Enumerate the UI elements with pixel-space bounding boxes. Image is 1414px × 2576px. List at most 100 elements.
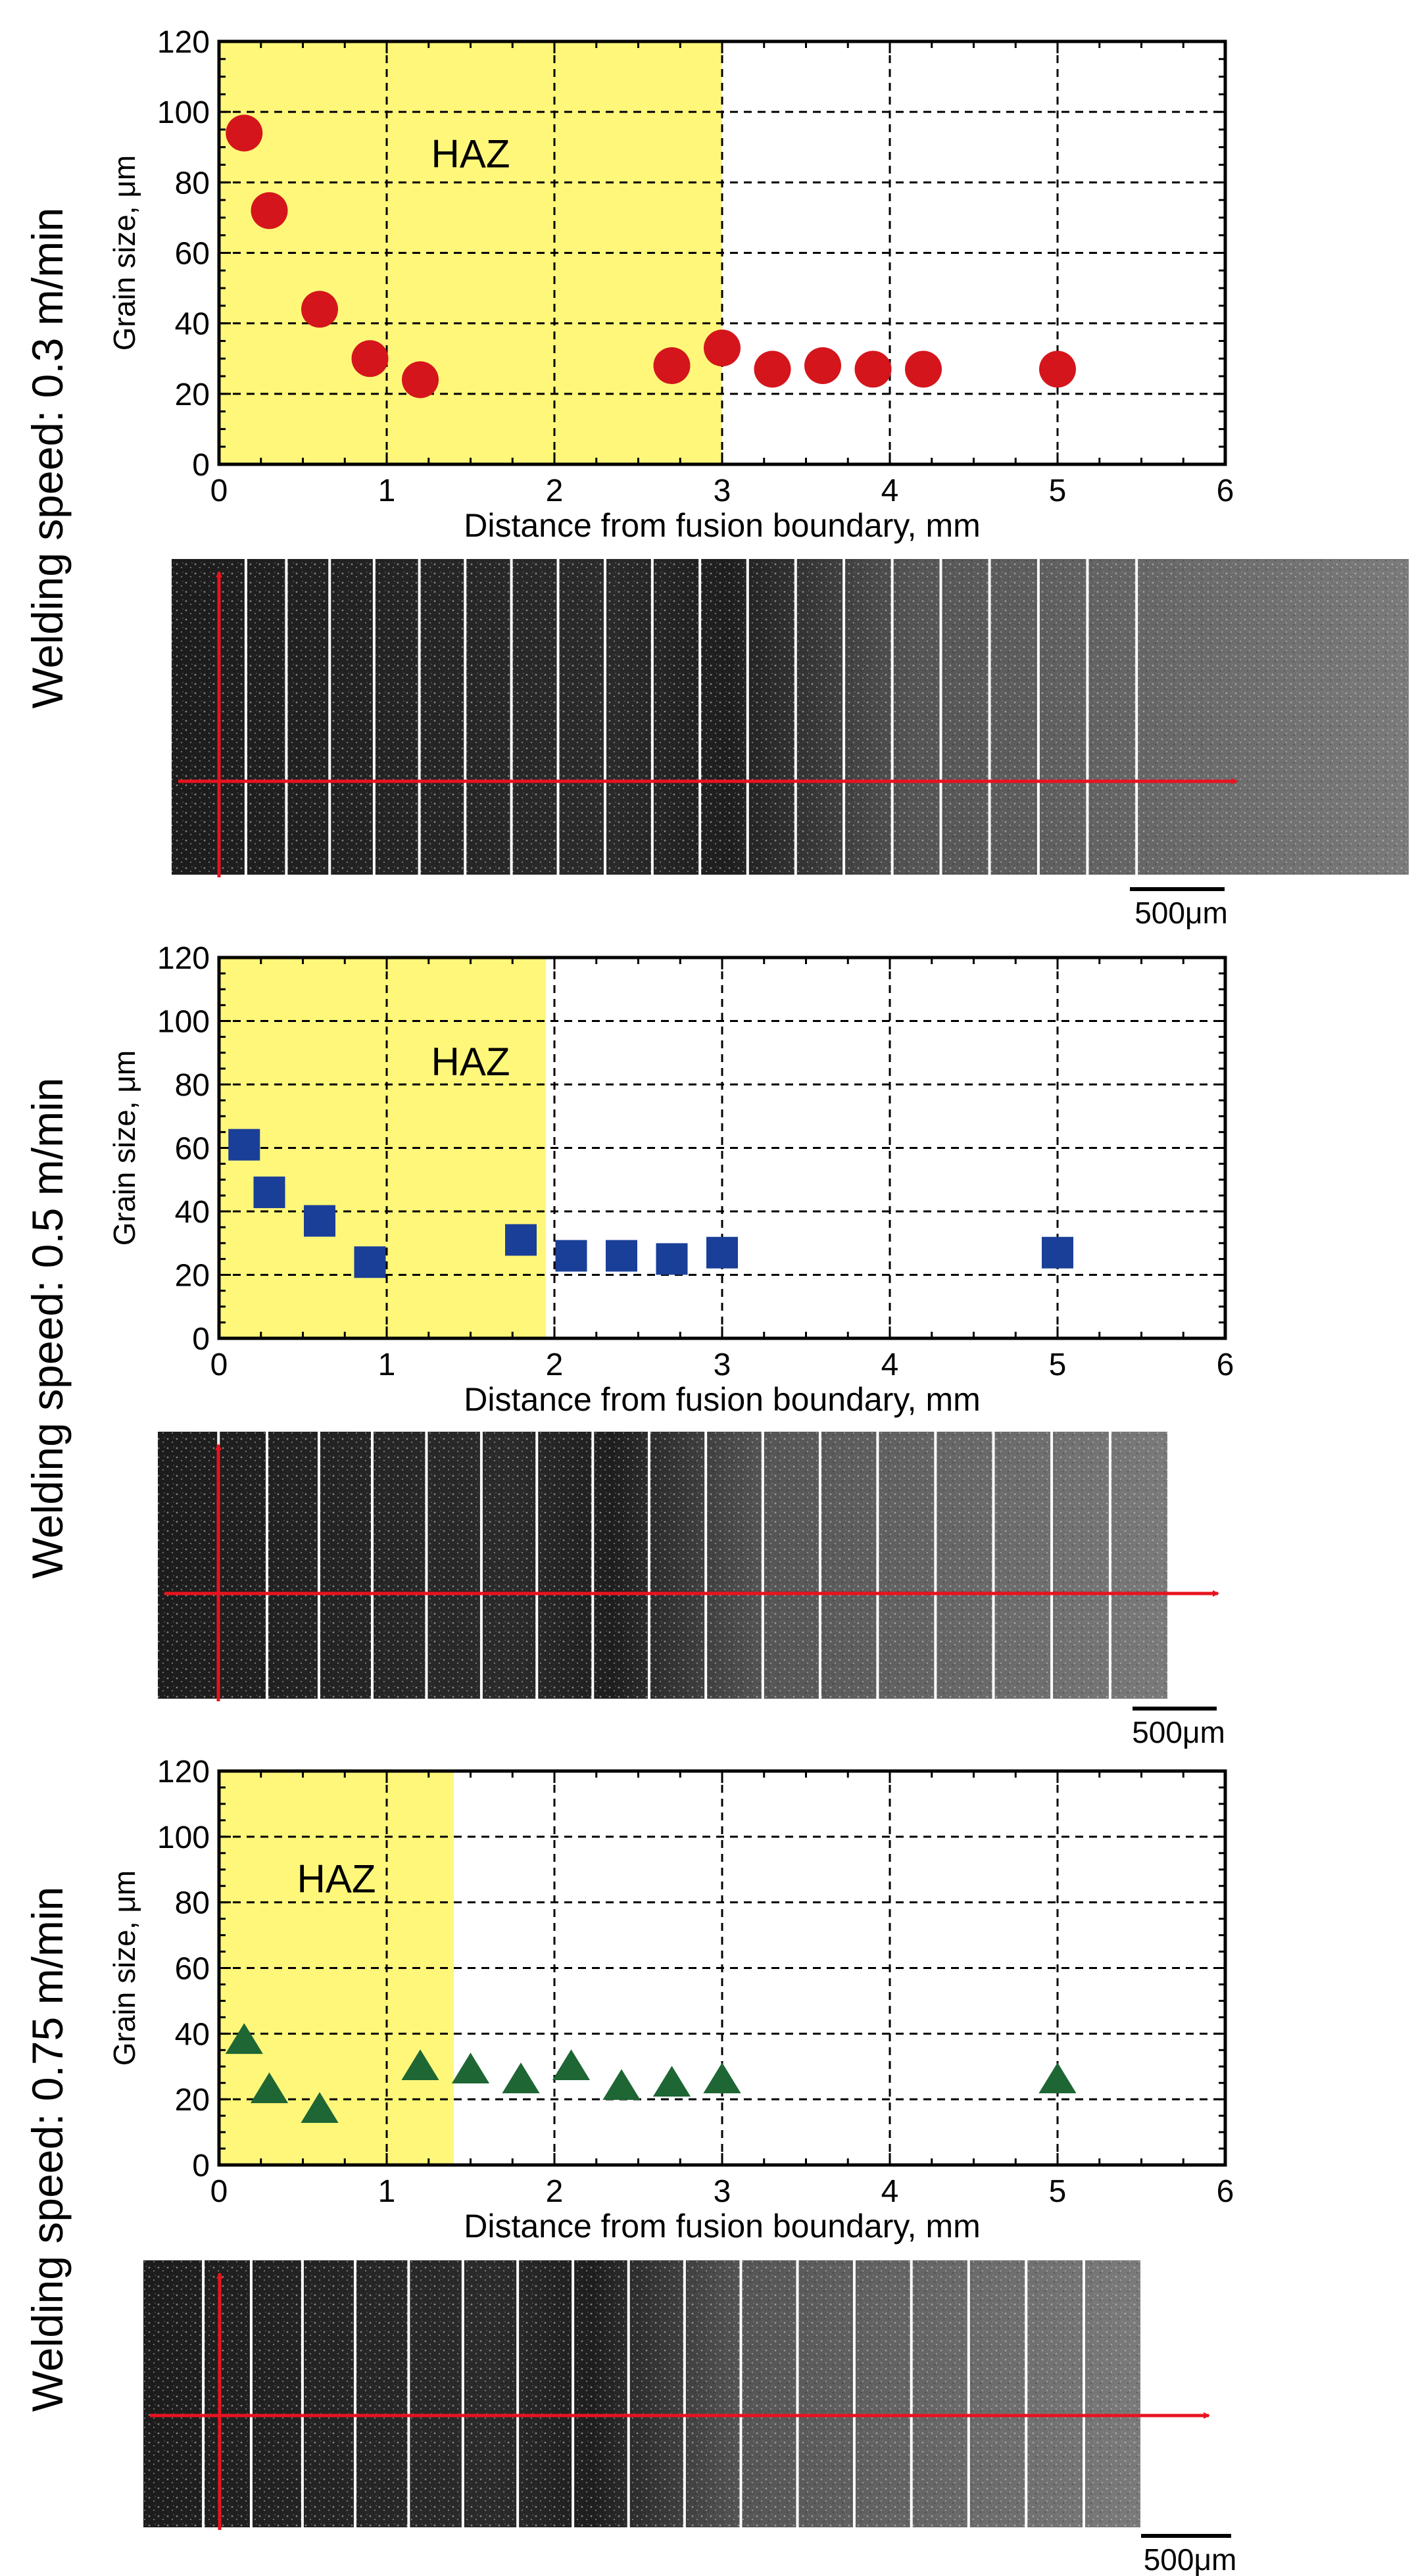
scale-bar-label: 500μm <box>1132 1715 1225 1749</box>
data-series <box>225 2023 1077 2123</box>
panel-label: Welding speed: 0.3 m/min <box>23 208 72 709</box>
x-tick-label: 2 <box>546 2174 564 2209</box>
plot-frame <box>217 956 1227 1340</box>
data-point <box>602 2069 641 2100</box>
data-point <box>402 361 439 399</box>
y-tick-label: 80 <box>175 1068 210 1103</box>
y-tick-label: 0 <box>192 1322 210 1357</box>
haz-label: HAZ <box>431 132 510 176</box>
y-tick-label: 20 <box>175 1259 210 1294</box>
x-tick-label: 0 <box>210 474 228 508</box>
haz-label: HAZ <box>431 1040 510 1084</box>
x-tick-label: 6 <box>1217 2174 1234 2209</box>
data-point <box>1039 351 1076 388</box>
data-point <box>703 2062 741 2094</box>
y-axis-label: Grain size, μm <box>107 155 141 351</box>
y-tick-label: 40 <box>175 1195 210 1230</box>
gridlines <box>219 958 1225 1338</box>
data-point <box>656 1243 688 1275</box>
data-point <box>555 1240 587 1272</box>
micrograph-texture <box>143 2260 1142 2527</box>
data-point <box>552 2049 591 2081</box>
x-tick-label: 2 <box>546 1348 564 1382</box>
y-tick-label: 0 <box>192 448 210 483</box>
y-tick-label: 40 <box>175 307 210 342</box>
data-point <box>754 351 791 388</box>
y-tick-label: 60 <box>175 1132 210 1167</box>
micrograph-texture <box>172 559 1409 875</box>
y-tick-label: 20 <box>175 377 210 412</box>
data-point <box>228 1129 260 1161</box>
data-point <box>301 291 338 328</box>
data-point <box>251 192 288 230</box>
data-point <box>804 347 841 384</box>
micrograph-dividers <box>202 2260 1143 2527</box>
data-point <box>652 2066 691 2097</box>
y-tick-label: 0 <box>192 2149 210 2183</box>
x-tick-label: 6 <box>1217 1348 1234 1382</box>
micrograph <box>172 559 1409 877</box>
data-point <box>351 340 389 377</box>
data-point <box>653 347 691 384</box>
micrograph <box>158 1432 1219 1701</box>
y-tick-label: 100 <box>157 1820 210 1855</box>
micrograph-texture <box>158 1432 1169 1699</box>
data-point <box>502 2062 540 2094</box>
panel-label: Welding speed: 0.75 m/min <box>23 1887 72 2412</box>
data-point <box>854 351 892 388</box>
y-tick-label: 80 <box>175 166 210 201</box>
plot-frame <box>217 39 1227 466</box>
y-tick-label: 60 <box>175 1952 210 1987</box>
panel-1: Welding speed: 0.3 m/min 0 1 2 3 4 5 6020406080… <box>23 25 1409 930</box>
micrograph-dividers <box>244 559 1138 875</box>
x-axis-label: Distance from fusion boundary, mm <box>464 2208 981 2245</box>
y-axis-label: Grain size, μm <box>107 1870 141 2066</box>
data-point <box>706 1236 738 1269</box>
panel-2: Welding speed: 0.5 m/min 0 1 2 3 4 5 6020406080… <box>23 941 1234 1749</box>
data-point <box>704 329 741 367</box>
gridlines <box>219 1771 1225 2165</box>
data-point <box>401 2049 439 2081</box>
y-axis-label: Grain size, μm <box>107 1050 141 1246</box>
x-axis-label: Distance from fusion boundary, mm <box>464 1381 981 1418</box>
x-tick-label: 6 <box>1217 474 1234 508</box>
x-tick-label: 1 <box>378 2174 396 2209</box>
y-tick-label: 100 <box>157 95 210 130</box>
y-tick-label: 100 <box>157 1005 210 1040</box>
x-tick-label: 1 <box>378 1348 396 1382</box>
x-tick-label: 4 <box>881 474 899 508</box>
x-tick-label: 5 <box>1049 1348 1067 1382</box>
data-point <box>606 1240 637 1272</box>
scale-bar-label: 500μm <box>1134 896 1228 930</box>
data-point <box>226 114 263 152</box>
x-tick-label: 1 <box>378 474 396 508</box>
data-point <box>250 2072 289 2103</box>
haz-label: HAZ <box>297 1857 376 1901</box>
y-tick-label: 120 <box>157 941 210 976</box>
data-point <box>304 1205 335 1237</box>
x-tick-label: 3 <box>714 1348 731 1382</box>
data-series <box>226 114 1076 399</box>
y-tick-label: 120 <box>157 1755 210 1789</box>
x-tick-label: 2 <box>546 474 564 508</box>
data-series <box>228 1129 1073 1278</box>
plot-frame <box>217 1769 1227 2167</box>
x-tick-label: 0 <box>210 1348 228 1382</box>
data-point <box>1038 2062 1077 2094</box>
scale-bar-label: 500μm <box>1144 2542 1237 2576</box>
y-tick-label: 40 <box>175 2017 210 2052</box>
data-point <box>505 1224 537 1256</box>
data-point <box>905 351 942 388</box>
micrograph <box>143 2260 1210 2530</box>
y-tick-label: 80 <box>175 1886 210 1921</box>
x-tick-label: 4 <box>881 2174 899 2209</box>
data-point <box>354 1246 386 1278</box>
gridlines <box>219 41 1225 464</box>
y-tick-label: 60 <box>175 237 210 272</box>
x-axis-label: Distance from fusion boundary, mm <box>464 507 981 544</box>
x-tick-label: 3 <box>714 474 731 508</box>
x-tick-label: 0 <box>210 2174 228 2209</box>
data-point <box>1042 1236 1073 1269</box>
x-tick-label: 5 <box>1049 474 1067 508</box>
